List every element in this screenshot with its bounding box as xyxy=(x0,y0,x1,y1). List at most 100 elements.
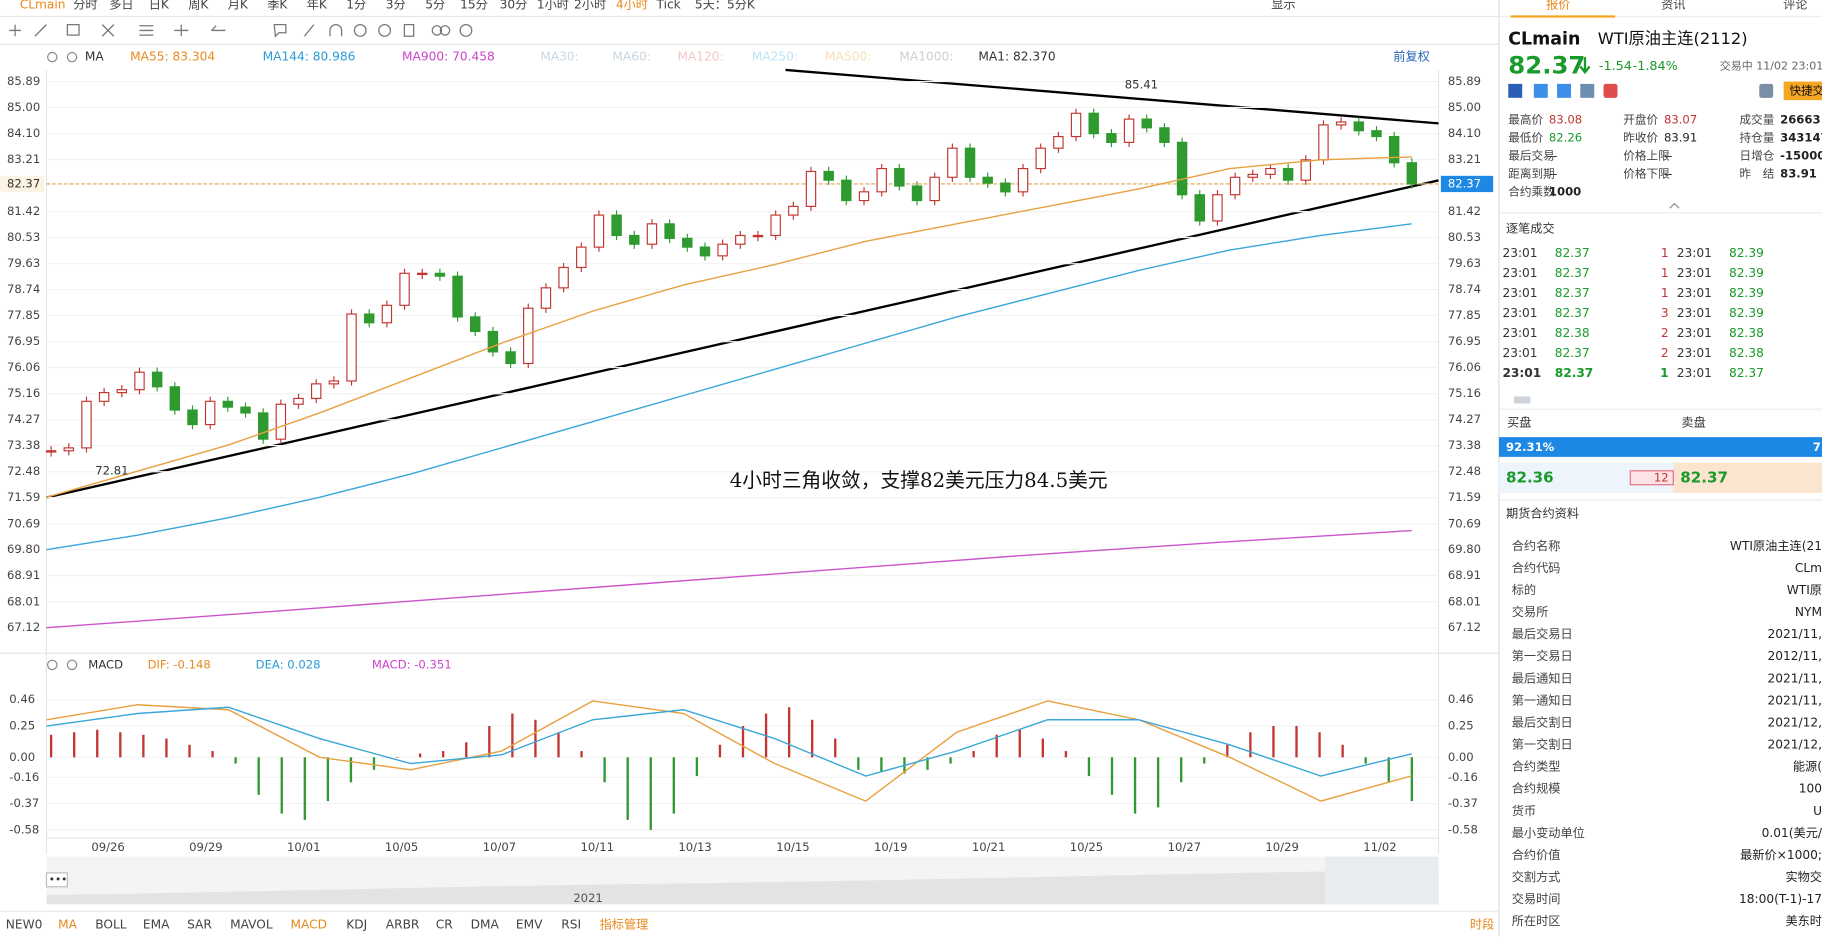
candle xyxy=(752,234,764,238)
timeframe-tab[interactable]: 4小时 xyxy=(616,0,648,11)
timeframe-tab[interactable]: 5分 xyxy=(425,0,445,11)
macd-bar xyxy=(165,738,168,758)
indicator-tab[interactable]: MACD xyxy=(290,918,327,932)
macd-bar xyxy=(557,732,560,758)
indicator-tab[interactable]: MAVOL xyxy=(230,918,273,932)
y-tick-label: 0.00 xyxy=(9,750,35,764)
timeframe-tab[interactable]: 分时 xyxy=(73,0,97,11)
indicator-tab[interactable]: ARBR xyxy=(386,918,420,932)
timeframe-tab[interactable]: 月K xyxy=(228,0,249,11)
icon xyxy=(1580,83,1595,98)
y-tick-label: -0.58 xyxy=(9,822,39,836)
scroll-handle[interactable] xyxy=(1514,396,1531,404)
settings-icon[interactable] xyxy=(47,659,58,671)
panel-tab[interactable]: 评论 xyxy=(1783,0,1807,11)
indicator-tab[interactable]: 指标管理 xyxy=(600,917,649,932)
navigator-window[interactable] xyxy=(1324,856,1439,905)
candle xyxy=(805,170,817,207)
timeframe-tab[interactable]: 30分 xyxy=(500,0,528,11)
timeframe-tab[interactable]: 2小时 xyxy=(574,0,606,11)
timeframe-tab[interactable]: 5天：5分K xyxy=(695,0,756,11)
indicator-tab[interactable]: EMV xyxy=(516,918,543,932)
ma-legend: MA1000: xyxy=(899,50,953,64)
x-tick-label: 10/05 xyxy=(385,840,418,854)
ma-legend: MA60: xyxy=(612,50,650,64)
info-label: 第一交割日 xyxy=(1512,737,1573,752)
y-tick-label: 73.38 xyxy=(1448,438,1481,452)
y-tick-label: 73.38 xyxy=(7,438,40,452)
flag-icon xyxy=(1508,83,1523,98)
macd-bar xyxy=(1272,726,1275,758)
timeframe-tab[interactable]: 1分 xyxy=(346,0,366,11)
panel-tab[interactable]: 资讯 xyxy=(1661,0,1685,11)
timeframe-tab[interactable]: 年K xyxy=(307,0,328,11)
display-menu[interactable]: 显示 xyxy=(1271,0,1295,11)
indicator-tab[interactable]: KDJ xyxy=(346,918,367,932)
info-label: 交易所 xyxy=(1512,604,1549,619)
timeframe-tab[interactable]: 周K xyxy=(188,0,209,11)
info-value: WTI原油主连(21 xyxy=(1730,538,1822,553)
info-label: 合约代码 xyxy=(1512,560,1561,575)
timeframe-tab[interactable]: 多日 xyxy=(109,0,133,11)
stat-value: 83.08 xyxy=(1549,112,1582,126)
y-tick-label: 75.16 xyxy=(7,386,40,400)
y-tick-label: 0.25 xyxy=(9,719,35,733)
alert-icon[interactable] xyxy=(1759,83,1774,98)
trade-volume: 1 xyxy=(1661,286,1669,300)
y-tick-label: 78.74 xyxy=(1448,282,1481,296)
trade-volume: 3 xyxy=(1661,306,1669,320)
candle xyxy=(45,450,57,453)
session-button[interactable]: 时段 xyxy=(1470,917,1494,932)
trade-price: 82.39 xyxy=(1729,306,1764,320)
y-tick-label: 69.80 xyxy=(1448,542,1481,556)
trade-time: 23:01 xyxy=(1677,286,1712,300)
adjust-toggle[interactable]: 前复权 xyxy=(1393,49,1430,64)
macd-bar xyxy=(395,757,399,758)
timeframe-tab[interactable]: 15分 xyxy=(460,0,488,11)
indicator-tab[interactable]: DMA xyxy=(471,918,500,932)
timeframe-tab[interactable]: 3分 xyxy=(386,0,406,11)
indicator-tab[interactable]: NEW0 xyxy=(6,918,43,932)
candle xyxy=(452,275,463,318)
indicator-tab[interactable]: MA xyxy=(58,918,78,932)
candle xyxy=(1265,167,1276,175)
indicator-tab[interactable]: SAR xyxy=(187,918,212,932)
indicator-tab[interactable]: CR xyxy=(436,918,454,932)
timeframe-tab[interactable]: CLmain xyxy=(20,0,66,11)
indicator-tab[interactable]: EMA xyxy=(143,918,170,932)
panel-tab[interactable]: 报价 xyxy=(1546,0,1570,11)
stat-label: 成交量 xyxy=(1739,112,1774,126)
candle xyxy=(841,179,852,202)
price-change-pct: -1.84% xyxy=(1633,59,1678,74)
trade-price: 82.38 xyxy=(1729,326,1764,340)
info-value: NYM xyxy=(1795,605,1822,619)
macd-bar xyxy=(580,751,583,758)
indicator-tab[interactable]: BOLL xyxy=(95,918,127,932)
favorite-icon[interactable] xyxy=(1603,83,1618,98)
settings-icon[interactable] xyxy=(47,51,58,63)
timeframe-tab[interactable]: 季K xyxy=(267,0,288,11)
macd-bar xyxy=(949,757,952,764)
navigator-menu[interactable] xyxy=(45,872,68,888)
timeframe-tab[interactable]: Tick xyxy=(656,0,682,11)
close-icon[interactable] xyxy=(66,659,78,671)
y-tick-label: 84.10 xyxy=(7,126,40,140)
close-icon[interactable] xyxy=(66,51,78,63)
macd-bar xyxy=(280,757,283,814)
timeframe-tab[interactable]: 1小时 xyxy=(537,0,569,11)
info-label: 所在时区 xyxy=(1512,914,1561,928)
timeframe-tab[interactable]: 日K xyxy=(149,0,170,11)
support-trendline xyxy=(46,179,1439,499)
y-tick-label: 83.21 xyxy=(7,152,40,166)
macd-bar xyxy=(834,738,837,758)
quick-trade-label[interactable]: 快捷交 xyxy=(1789,83,1822,97)
stat-label: 昨收价 xyxy=(1623,130,1658,144)
collapse-caret[interactable] xyxy=(1669,202,1680,209)
info-label: 第一交易日 xyxy=(1512,648,1573,663)
quick-trade-button[interactable] xyxy=(1783,81,1822,101)
macd-bar xyxy=(787,707,791,758)
section-title: 期货合约资料 xyxy=(1506,505,1579,520)
indicator-tab[interactable]: RSI xyxy=(561,918,581,932)
ma-legend: MA120: xyxy=(677,50,723,64)
candle xyxy=(717,243,728,257)
